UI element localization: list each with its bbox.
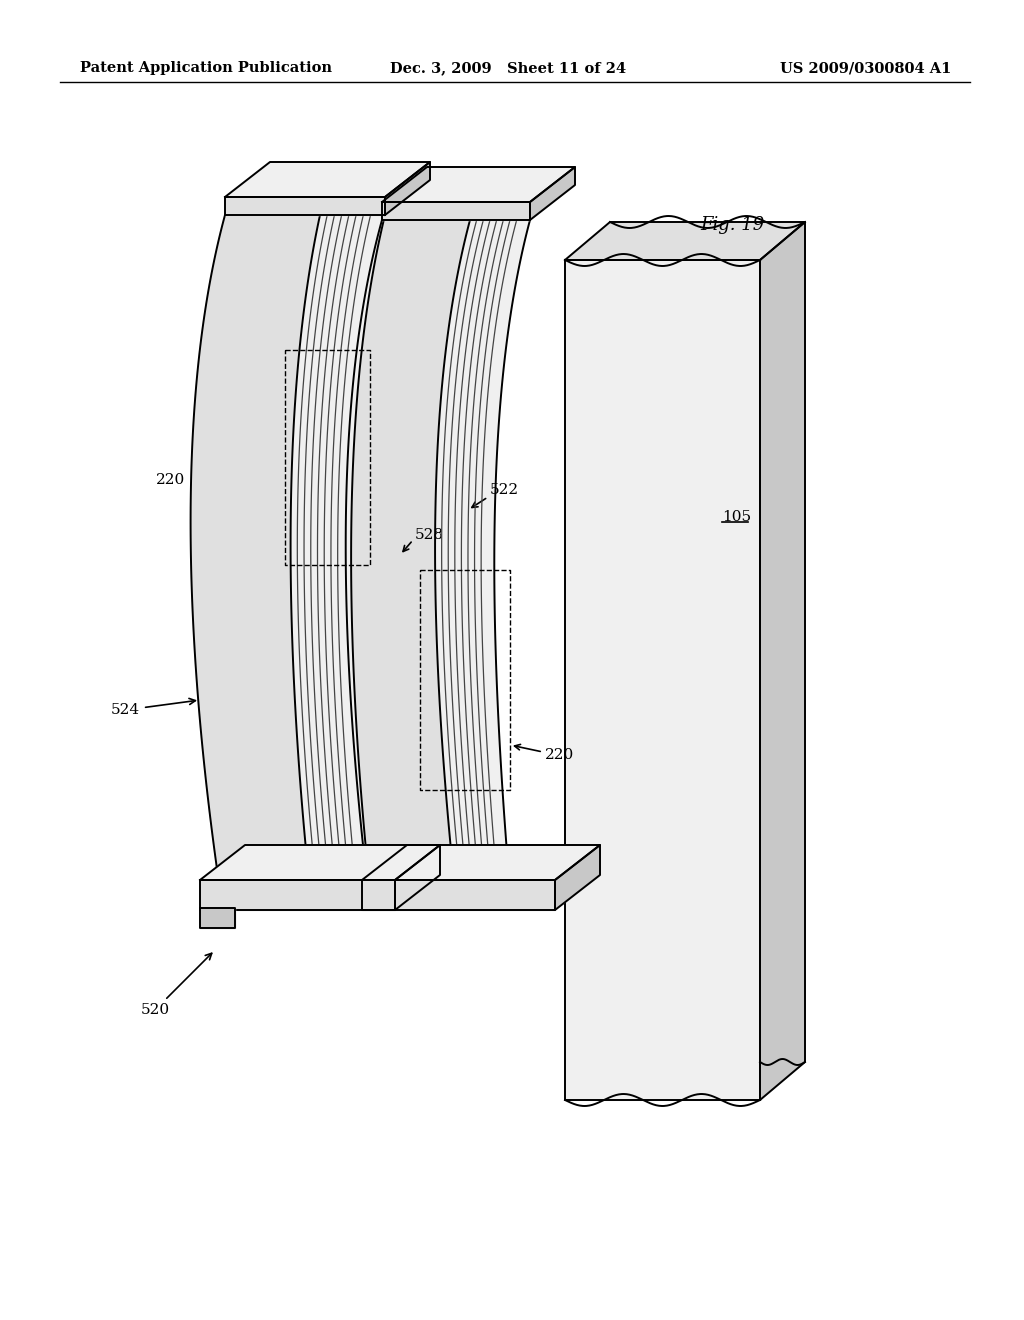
Polygon shape — [382, 202, 530, 220]
Polygon shape — [395, 845, 440, 909]
Polygon shape — [385, 162, 430, 215]
Text: 105: 105 — [722, 510, 752, 524]
Polygon shape — [362, 845, 600, 880]
Polygon shape — [565, 260, 760, 1100]
Text: Patent Application Publication: Patent Application Publication — [80, 61, 332, 75]
Text: 526: 526 — [299, 193, 389, 238]
Polygon shape — [555, 845, 600, 909]
Text: Dec. 3, 2009   Sheet 11 of 24: Dec. 3, 2009 Sheet 11 of 24 — [390, 61, 626, 75]
Polygon shape — [565, 222, 805, 260]
Text: 522: 522 — [490, 483, 519, 498]
Text: US 2009/0300804 A1: US 2009/0300804 A1 — [780, 61, 951, 75]
Polygon shape — [346, 220, 470, 890]
Polygon shape — [291, 215, 385, 890]
Polygon shape — [435, 220, 530, 890]
Polygon shape — [530, 168, 575, 220]
Polygon shape — [200, 880, 395, 909]
Polygon shape — [382, 168, 575, 202]
Polygon shape — [362, 880, 555, 909]
Text: 524: 524 — [111, 698, 196, 717]
Polygon shape — [190, 215, 319, 890]
Polygon shape — [225, 197, 385, 215]
Text: 520: 520 — [140, 953, 212, 1016]
Polygon shape — [225, 162, 430, 197]
Text: 220: 220 — [156, 473, 185, 487]
Polygon shape — [200, 845, 440, 880]
Polygon shape — [200, 908, 234, 928]
Text: 220: 220 — [545, 748, 574, 762]
Text: Fig. 19: Fig. 19 — [700, 216, 764, 234]
Polygon shape — [760, 222, 805, 1100]
Text: 528: 528 — [415, 528, 444, 543]
